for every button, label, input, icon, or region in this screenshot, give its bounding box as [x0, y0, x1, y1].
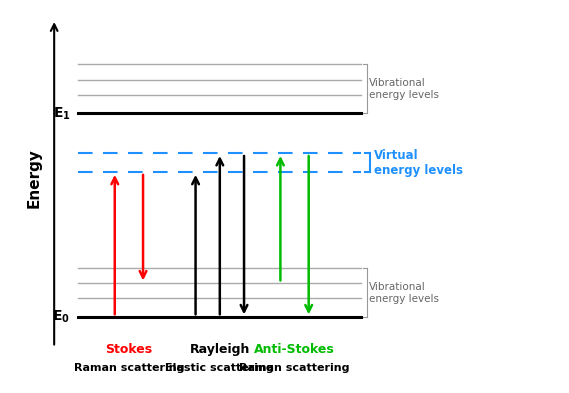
Text: Rayleigh: Rayleigh: [189, 343, 250, 356]
Text: $\mathbf{E_1}$: $\mathbf{E_1}$: [52, 105, 71, 122]
Text: Stokes: Stokes: [105, 343, 152, 356]
Text: $\mathbf{E_0}$: $\mathbf{E_0}$: [52, 309, 71, 325]
Text: Anti-Stokes: Anti-Stokes: [254, 343, 335, 356]
Text: Raman scattering: Raman scattering: [240, 363, 350, 373]
Text: Virtual
energy levels: Virtual energy levels: [374, 149, 463, 176]
Text: Elastic scattering: Elastic scattering: [166, 363, 274, 373]
Text: Vibrational
energy levels: Vibrational energy levels: [369, 78, 439, 100]
Text: Vibrational
energy levels: Vibrational energy levels: [369, 282, 439, 303]
Text: Raman scattering: Raman scattering: [73, 363, 184, 373]
Text: Energy: Energy: [27, 148, 42, 208]
